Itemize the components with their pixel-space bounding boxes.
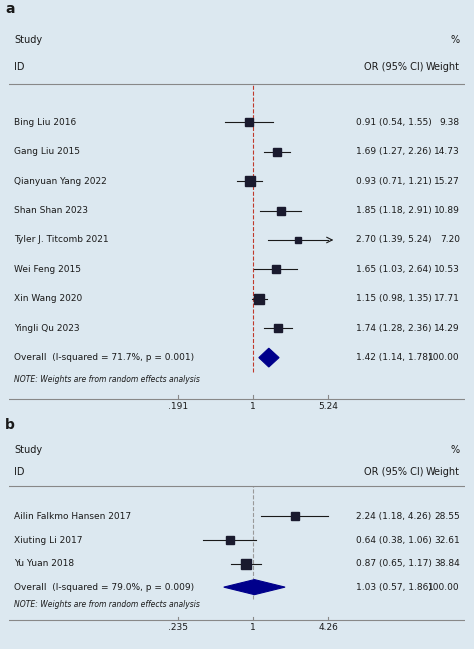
Text: ID: ID [14, 467, 25, 477]
Text: Yu Yuan 2018: Yu Yuan 2018 [14, 559, 74, 568]
Text: 10.89: 10.89 [434, 206, 460, 215]
Text: NOTE: Weights are from random effects analysis: NOTE: Weights are from random effects an… [14, 375, 200, 384]
Text: Xiuting Li 2017: Xiuting Li 2017 [14, 535, 82, 545]
Text: Xin Wang 2020: Xin Wang 2020 [14, 294, 82, 303]
Text: b: b [5, 418, 15, 432]
Text: 1.74 (1.28, 2.36): 1.74 (1.28, 2.36) [356, 324, 432, 333]
Text: 15.27: 15.27 [434, 177, 460, 186]
Text: NOTE: Weights are from random effects analysis: NOTE: Weights are from random effects an… [14, 600, 200, 609]
Text: 0.93 (0.71, 1.21): 0.93 (0.71, 1.21) [356, 177, 432, 186]
Text: Overall  (I-squared = 79.0%, p = 0.009): Overall (I-squared = 79.0%, p = 0.009) [14, 583, 194, 592]
Text: 100.00: 100.00 [428, 353, 460, 362]
Text: Study: Study [14, 35, 42, 45]
Text: 2.24 (1.18, 4.26): 2.24 (1.18, 4.26) [356, 512, 432, 521]
Text: Wei Feng 2015: Wei Feng 2015 [14, 265, 81, 274]
Text: 1.65 (1.03, 2.64): 1.65 (1.03, 2.64) [356, 265, 432, 274]
Text: 1: 1 [250, 402, 256, 411]
Text: Study: Study [14, 445, 42, 456]
Text: ID: ID [14, 62, 25, 71]
Text: 17.71: 17.71 [434, 294, 460, 303]
Text: 0.91 (0.54, 1.55): 0.91 (0.54, 1.55) [356, 118, 432, 127]
Text: 7.20: 7.20 [440, 236, 460, 245]
Text: Gang Liu 2015: Gang Liu 2015 [14, 147, 80, 156]
Text: Shan Shan 2023: Shan Shan 2023 [14, 206, 88, 215]
Text: Weight: Weight [426, 62, 460, 71]
Text: 14.73: 14.73 [434, 147, 460, 156]
Text: 5.24: 5.24 [318, 402, 338, 411]
Text: 1.69 (1.27, 2.26): 1.69 (1.27, 2.26) [356, 147, 432, 156]
Polygon shape [259, 349, 279, 367]
Text: Weight: Weight [426, 467, 460, 477]
Text: Tyler J. Titcomb 2021: Tyler J. Titcomb 2021 [14, 236, 109, 245]
Text: 1.15 (0.98, 1.35): 1.15 (0.98, 1.35) [356, 294, 432, 303]
Text: 14.29: 14.29 [434, 324, 460, 333]
Text: OR (95% CI): OR (95% CI) [364, 467, 424, 477]
Text: 0.87 (0.65, 1.17): 0.87 (0.65, 1.17) [356, 559, 432, 568]
Text: .191: .191 [168, 402, 188, 411]
Text: 1: 1 [250, 623, 256, 632]
Text: 28.55: 28.55 [434, 512, 460, 521]
Text: 2.70 (1.39, 5.24): 2.70 (1.39, 5.24) [356, 236, 432, 245]
Text: a: a [5, 1, 14, 16]
Polygon shape [224, 580, 285, 594]
Text: 4.26: 4.26 [318, 623, 338, 632]
Text: 1.42 (1.14, 1.78): 1.42 (1.14, 1.78) [356, 353, 432, 362]
Text: 100.00: 100.00 [428, 583, 460, 592]
Text: %: % [451, 35, 460, 45]
Text: 9.38: 9.38 [440, 118, 460, 127]
Text: OR (95% CI): OR (95% CI) [364, 62, 424, 71]
Text: 1.03 (0.57, 1.86): 1.03 (0.57, 1.86) [356, 583, 432, 592]
Text: 1.85 (1.18, 2.91): 1.85 (1.18, 2.91) [356, 206, 432, 215]
Text: Yingli Qu 2023: Yingli Qu 2023 [14, 324, 80, 333]
Text: .235: .235 [168, 623, 188, 632]
Text: 38.84: 38.84 [434, 559, 460, 568]
Text: Bing Liu 2016: Bing Liu 2016 [14, 118, 76, 127]
Text: %: % [451, 445, 460, 456]
Text: Overall  (I-squared = 71.7%, p = 0.001): Overall (I-squared = 71.7%, p = 0.001) [14, 353, 194, 362]
Text: 0.64 (0.38, 1.06): 0.64 (0.38, 1.06) [356, 535, 432, 545]
Text: 10.53: 10.53 [434, 265, 460, 274]
Text: 32.61: 32.61 [434, 535, 460, 545]
Text: Qianyuan Yang 2022: Qianyuan Yang 2022 [14, 177, 107, 186]
Text: Ailin Falkmo Hansen 2017: Ailin Falkmo Hansen 2017 [14, 512, 131, 521]
